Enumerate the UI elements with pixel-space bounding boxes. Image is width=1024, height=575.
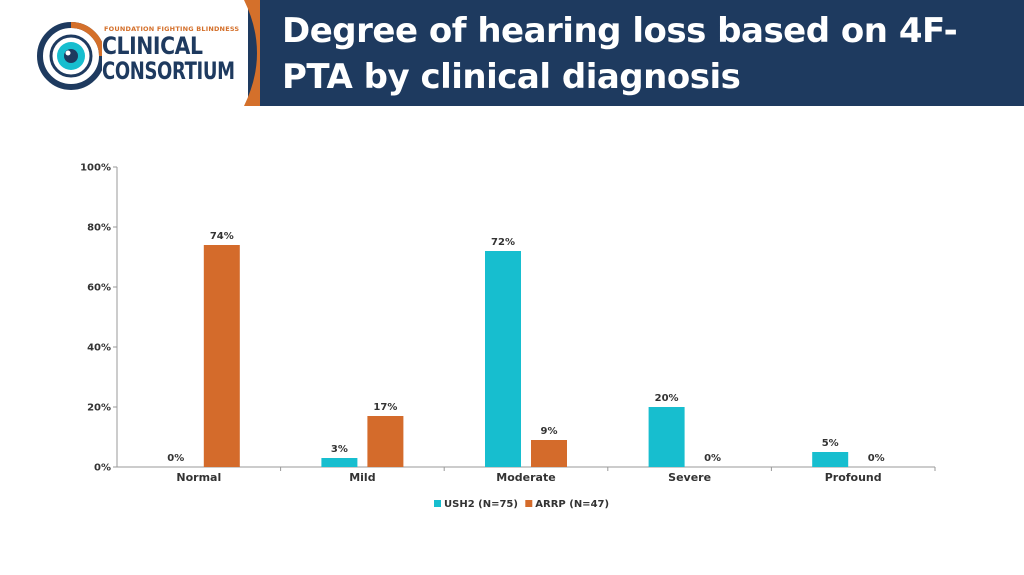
data-label: 0%: [167, 453, 184, 464]
bar-arrp: [531, 440, 567, 467]
y-tick-label: 0%: [94, 463, 111, 474]
bar-ush2: [321, 458, 358, 467]
data-label: 0%: [704, 453, 721, 464]
data-label: 3%: [331, 444, 348, 455]
y-tick-label: 80%: [87, 223, 111, 234]
bar-ush2: [812, 452, 849, 467]
header-band: [248, 0, 1024, 106]
data-label: 72%: [491, 237, 515, 248]
bar-ush2: [485, 251, 521, 467]
data-label: 17%: [373, 402, 397, 413]
y-tick-label: 60%: [87, 283, 111, 294]
logo: FOUNDATION FIGHTING BLINDNESS CLINICAL C…: [36, 20, 246, 92]
data-label: 5%: [822, 438, 839, 449]
legend-swatch: [525, 500, 533, 507]
data-label: 20%: [655, 393, 679, 404]
x-category-label: Profound: [825, 471, 882, 484]
x-category-label: Severe: [668, 471, 711, 484]
logo-org-text: FOUNDATION FIGHTING BLINDNESS: [104, 25, 240, 33]
page-title: Degree of hearing loss based on 4F-PTA b…: [282, 11, 958, 97]
y-tick-label: 40%: [87, 343, 111, 354]
bar-arrp: [203, 245, 240, 467]
x-category-label: Normal: [176, 471, 221, 484]
logo-consortium-text: CONSORTIUM: [102, 57, 235, 85]
data-label: 0%: [868, 453, 885, 464]
legend-swatch: [434, 500, 441, 507]
legend-label: ARRP (N=47): [535, 499, 609, 510]
logo-clinical-text: CLINICAL: [102, 32, 203, 60]
bar-ush2: [648, 407, 685, 467]
x-category-label: Moderate: [496, 471, 555, 484]
eye-icon: [37, 22, 102, 90]
data-label: 9%: [541, 426, 558, 437]
bar-arrp: [367, 416, 404, 467]
header-accent-shape: [244, 0, 260, 106]
y-tick-label: 20%: [87, 403, 111, 414]
y-tick-label: 100%: [80, 163, 111, 174]
legend-label: USH2 (N=75): [444, 499, 518, 510]
x-category-label: Mild: [349, 471, 375, 484]
data-label: 74%: [210, 231, 234, 242]
